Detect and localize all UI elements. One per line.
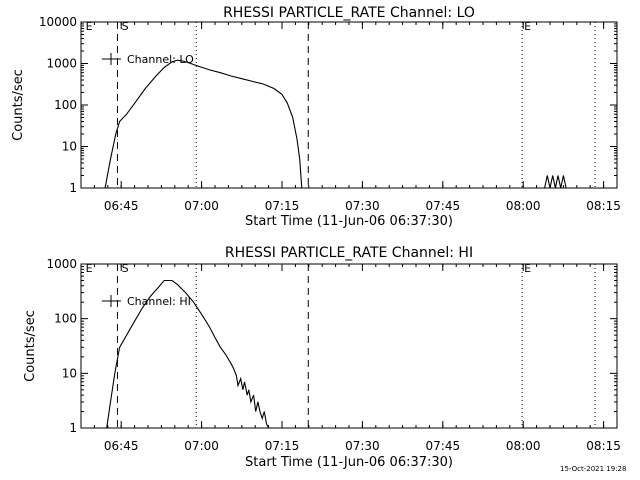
y-tick-label: 100 — [54, 98, 77, 112]
y-tick-label: 100 — [54, 312, 77, 326]
chart-title: RHESSI PARTICLE_RATE Channel: LO — [223, 5, 475, 21]
x-axis-label: Start Time (11-Jun-06 06:37:30) — [245, 214, 453, 229]
x-tick-label: 07:00 — [184, 199, 219, 213]
x-tick-label: 08:15 — [586, 439, 621, 453]
event-label: S — [122, 262, 129, 275]
footer-stamp: 15-Oct-2021 19:28 — [560, 465, 627, 473]
series-line-0-1 — [544, 175, 567, 189]
event-label: E — [524, 262, 531, 275]
x-axis-label: Start Time (11-Jun-06 06:37:30) — [245, 455, 453, 470]
legend-label: Channel: HI — [127, 295, 191, 308]
plot-frame — [80, 263, 618, 429]
chart-title: RHESSI PARTICLE_RATE Channel: HI — [225, 245, 473, 261]
event-label: E — [86, 20, 93, 33]
y-tick-label: 10000 — [39, 15, 77, 29]
x-tick-label: 07:30 — [345, 199, 380, 213]
chart-panel-1 — [80, 263, 618, 429]
event-label: S — [122, 20, 129, 33]
event-label: E — [86, 262, 93, 275]
x-tick-label: 06:45 — [104, 199, 139, 213]
y-axis-label: Counts/sec — [11, 69, 26, 141]
y-tick-label: 1000 — [46, 57, 77, 71]
x-tick-label: 07:30 — [345, 439, 380, 453]
x-tick-label: 07:00 — [184, 439, 219, 453]
x-tick-label: 06:45 — [104, 439, 139, 453]
y-axis-label: Counts/sec — [23, 310, 38, 382]
y-tick-label: 10 — [62, 366, 77, 380]
series-line-0-0 — [106, 279, 270, 429]
series-line-0-0 — [104, 59, 303, 189]
x-tick-label: 07:45 — [426, 199, 461, 213]
y-tick-label: 1000 — [46, 257, 77, 271]
x-tick-label: 08:15 — [586, 199, 621, 213]
y-tick-label: 1 — [69, 181, 77, 195]
x-tick-label: 07:15 — [265, 199, 300, 213]
event-label: E — [524, 20, 531, 33]
x-tick-label: 07:45 — [426, 439, 461, 453]
x-tick-label: 07:15 — [265, 439, 300, 453]
plot-frame — [80, 21, 618, 189]
chart-panel-0 — [80, 21, 618, 189]
legend-label: Channel: LO — [127, 53, 194, 66]
x-tick-label: 08:00 — [506, 199, 541, 213]
y-tick-label: 10 — [62, 140, 77, 154]
x-tick-label: 08:00 — [506, 439, 541, 453]
y-tick-label: 1 — [69, 421, 77, 435]
